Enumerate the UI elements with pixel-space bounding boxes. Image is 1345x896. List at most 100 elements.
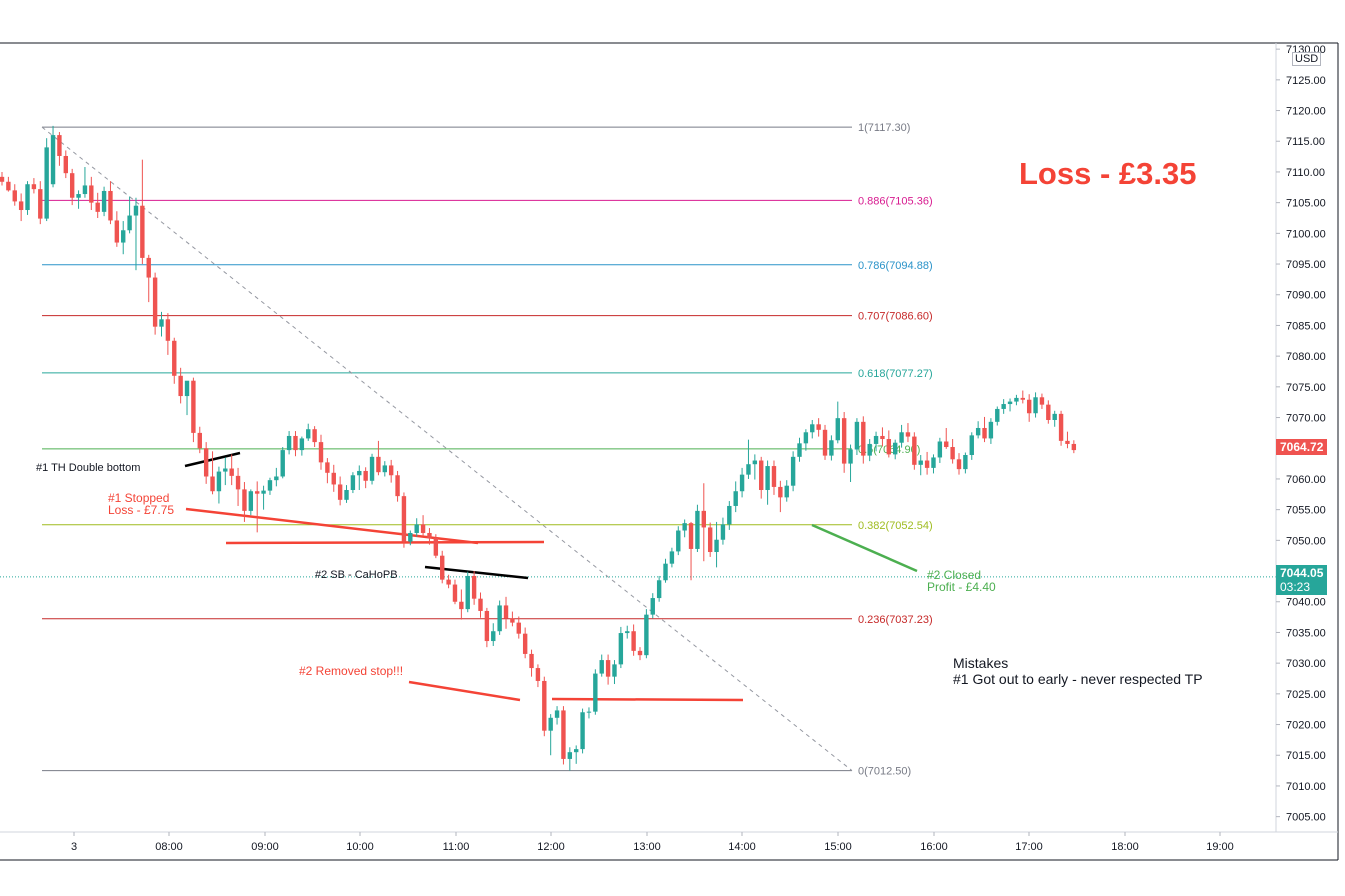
candle (357, 465, 362, 490)
candle (873, 431, 879, 452)
candle-body (905, 432, 911, 437)
candle (625, 625, 630, 639)
candle-body (172, 340, 177, 376)
candle (688, 521, 694, 581)
fib-level-label: 1(7117.30) (858, 122, 910, 134)
time-tick-label: 13:00 (633, 841, 661, 853)
candle (944, 427, 949, 449)
candle (108, 181, 113, 225)
trade1-setup-label: #1 TH Double bottom (36, 462, 141, 474)
candle-body (440, 555, 445, 580)
candle (778, 480, 783, 513)
candle-body (491, 631, 496, 642)
candle (918, 454, 923, 476)
candle (452, 579, 458, 605)
candle (669, 547, 675, 568)
candle-body (89, 185, 94, 203)
trade1-stop-label-1: #1 Stopped (108, 491, 170, 505)
candle-body (1014, 397, 1019, 402)
candle (459, 589, 464, 620)
candle (522, 627, 528, 659)
candle-body (810, 424, 815, 433)
candle-body (803, 432, 809, 444)
candle-body (701, 510, 706, 528)
candle (484, 607, 490, 648)
candle-body (197, 432, 202, 449)
candle (261, 485, 266, 510)
candle-body (146, 257, 151, 278)
candle-body (561, 710, 566, 759)
candle (1046, 400, 1051, 424)
candle-body (133, 205, 139, 216)
time-tick-label: 10:00 (346, 841, 374, 853)
candle-body (720, 524, 726, 540)
candle-body (676, 530, 681, 552)
fib-level-label: 0.707(7086.60) (858, 311, 933, 323)
candle-body (599, 660, 604, 674)
candle (101, 186, 107, 217)
candle-body (44, 147, 49, 219)
candle-body (912, 436, 917, 465)
candle-body (216, 471, 222, 492)
candle (676, 526, 681, 556)
candle-body (510, 618, 515, 623)
candle-body (893, 442, 898, 455)
candle-body (1020, 397, 1025, 400)
candle-body (969, 435, 974, 455)
candle-body (771, 466, 777, 487)
candle (548, 714, 553, 756)
candle (267, 477, 273, 495)
time-axis[interactable]: 3 08:00 09:00 10:00 11:00 12:00 13:00 14:00 15:0… (71, 832, 1234, 853)
price-tick-label: 7100.00 (1286, 228, 1326, 240)
price-axis[interactable]: 7130.007125.007120.007115.007110.007105.… (0, 42, 1339, 861)
candle (242, 482, 247, 522)
candle-body (631, 631, 636, 651)
candle (644, 609, 649, 659)
currency-label: USD (1292, 52, 1322, 66)
candle (133, 197, 139, 271)
trade1-stop-level (225, 540, 545, 545)
candle (191, 377, 196, 443)
candle (752, 454, 758, 480)
price-tick-label: 7055.00 (1286, 505, 1326, 517)
candle (0, 171, 5, 186)
candle-body (535, 668, 541, 681)
fib-retracement[interactable]: 1(7117.30) 0.886(7105.36) 0.786(7094.88) 0.… (0, 122, 1276, 778)
candle (18, 193, 24, 222)
candle-body (293, 435, 298, 451)
candle (829, 435, 834, 461)
candle-body (433, 537, 439, 556)
candle-body (140, 205, 145, 258)
trade2-stop-level (551, 697, 744, 702)
fib-level-label: 0.236(7037.23) (858, 614, 933, 626)
price-tick-label: 7040.00 (1286, 597, 1326, 609)
candle-body (746, 464, 751, 475)
candle-body (995, 408, 1000, 422)
candle-body (944, 441, 949, 448)
candle-body (382, 465, 387, 473)
candle-body (816, 424, 821, 430)
candle (12, 184, 17, 206)
trade2-setup-label: #2 SB - CaHoPB (315, 569, 398, 581)
price-tick-label: 7070.00 (1286, 413, 1326, 425)
trade2-close-label-1: #2 Closed (927, 568, 982, 582)
candle-body (625, 631, 630, 634)
candle-body (931, 457, 936, 468)
candle-body (376, 456, 381, 473)
candle-body (210, 476, 215, 492)
candle (401, 492, 407, 548)
candle-body (516, 622, 521, 634)
candle-body (950, 447, 955, 460)
price-tick-label: 7075.00 (1286, 382, 1326, 394)
candle-body (388, 465, 394, 476)
candle-body (707, 527, 713, 553)
price-tick-label: 7060.00 (1286, 474, 1326, 486)
candle-body (554, 710, 560, 718)
candle (893, 439, 898, 460)
candle-body (797, 443, 802, 457)
candle (605, 654, 611, 685)
candle (912, 432, 917, 470)
candle (765, 460, 770, 505)
candle (229, 454, 234, 486)
